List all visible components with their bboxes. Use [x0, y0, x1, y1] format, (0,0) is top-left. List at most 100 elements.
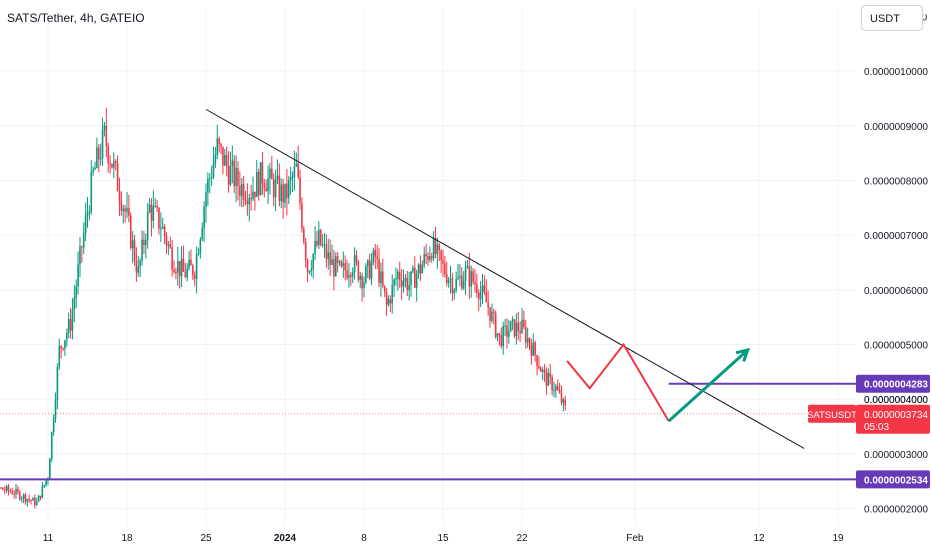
candle-body	[432, 237, 435, 259]
candle-body	[363, 282, 365, 289]
candle-body	[195, 254, 198, 279]
candle-body	[11, 491, 14, 495]
candle-body	[474, 281, 476, 285]
y-tick-label: 0.0000008000	[864, 176, 928, 187]
candle-body	[45, 480, 47, 485]
x-tick-label: 22	[516, 533, 528, 544]
candle-body	[353, 255, 356, 272]
candle-body	[540, 368, 542, 372]
candle-body	[331, 259, 333, 266]
candle-body	[464, 267, 467, 282]
candle-body	[513, 319, 516, 337]
candle-body	[150, 204, 153, 221]
candle-body	[351, 271, 354, 277]
candle-body	[489, 307, 491, 321]
candle-body	[329, 252, 331, 266]
candle-body	[71, 309, 74, 331]
candle-body	[389, 299, 392, 304]
candle-body	[327, 252, 330, 259]
candle-body	[203, 206, 205, 228]
candle-body	[555, 386, 557, 391]
candle-body	[278, 175, 281, 202]
candle-body	[265, 188, 267, 192]
candle-body	[176, 261, 179, 273]
candle-body	[64, 340, 66, 349]
candle-body	[272, 179, 275, 198]
candle-body	[284, 183, 286, 203]
y-tick-label: 0.0000003000	[864, 450, 928, 461]
candle-body	[459, 275, 461, 278]
price-label-box	[856, 470, 930, 489]
candle-body	[75, 286, 78, 299]
candle-body	[37, 495, 40, 502]
candle-body	[361, 275, 363, 289]
candle-body	[52, 418, 55, 433]
candle-body	[421, 264, 424, 274]
candle-body	[521, 319, 523, 333]
candle-body	[365, 266, 367, 283]
currency-button[interactable]: USDT	[861, 5, 923, 31]
candle-body	[286, 183, 288, 198]
candle-body	[538, 366, 540, 369]
candle-body	[34, 498, 36, 506]
candle-body	[308, 271, 311, 273]
candle-body	[318, 229, 320, 246]
candle-body	[225, 155, 228, 166]
candle-body	[444, 263, 446, 275]
candle-body	[553, 390, 555, 392]
candle-body	[289, 177, 292, 180]
candle-body	[370, 262, 373, 279]
symbol-title[interactable]: SATS/Tether, 4h, GATEIO	[7, 11, 145, 25]
current-price-value: 0.0000003734	[864, 410, 928, 421]
candle-body	[412, 267, 414, 272]
candle-body	[99, 158, 102, 160]
candle-body	[235, 168, 237, 187]
candle-body	[20, 498, 23, 500]
candle-body	[259, 162, 262, 196]
candle-body	[530, 345, 533, 356]
candle-body	[453, 290, 456, 294]
candle-body	[82, 232, 85, 248]
candle-body	[24, 494, 27, 502]
candle-body	[224, 155, 226, 166]
candle-body	[109, 163, 111, 165]
candle-body	[393, 279, 395, 286]
candle-body	[205, 192, 207, 207]
candle-body	[126, 207, 128, 212]
candle-body	[476, 284, 478, 293]
candle-body	[244, 200, 247, 202]
candle-body	[314, 240, 316, 255]
y-tick-label: 0.0000010000	[864, 67, 928, 78]
candle-body	[404, 277, 407, 282]
candle-body	[120, 200, 123, 211]
candle-body	[18, 491, 21, 500]
candle-body	[436, 244, 439, 255]
candle-body	[504, 325, 506, 327]
candle-body	[556, 386, 559, 391]
candle-body	[410, 271, 412, 286]
candle-body	[161, 226, 164, 229]
candle-body	[92, 169, 94, 173]
candle-body	[54, 399, 57, 419]
candle-body	[301, 203, 303, 229]
candle-body	[466, 266, 469, 268]
candle-body	[558, 390, 561, 393]
candle-body	[494, 313, 497, 337]
candle-body	[50, 432, 53, 459]
candle-body	[267, 178, 269, 192]
candle-body	[32, 498, 34, 501]
candle-body	[400, 280, 403, 287]
candle-body	[500, 335, 503, 347]
current-price-box	[856, 404, 930, 434]
x-tick-label: 19	[832, 533, 844, 544]
candle-body	[201, 227, 204, 240]
arrow-head	[735, 347, 751, 362]
candle-body	[190, 259, 192, 266]
candle-body	[239, 185, 241, 196]
candle-body	[26, 499, 29, 502]
candle-body	[246, 200, 249, 205]
candle-body	[169, 244, 172, 248]
candle-body	[214, 155, 217, 164]
